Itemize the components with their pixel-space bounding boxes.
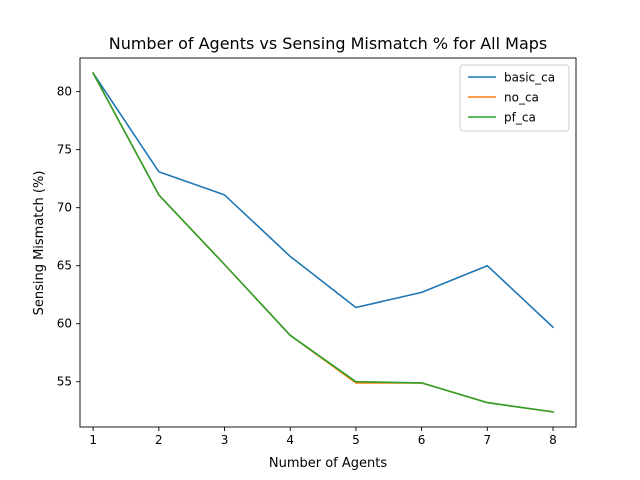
legend-label-no_ca: no_ca [504,91,539,105]
plot-frame [79,57,577,428]
y-axis-label: Sensing Mismatch (%) [32,171,47,316]
legend-label-basic_ca: basic_ca [504,71,555,85]
legend-box [459,64,570,132]
y-tick-label: 75 [57,143,72,157]
x-tick-label: 4 [286,433,294,447]
y-tick-label: 55 [57,375,72,389]
x-tick-label: 5 [352,433,360,447]
series-line-pf_ca [92,72,554,413]
chart-title: Number of Agents vs Sensing Mismatch % f… [109,34,548,53]
y-tick-label: 80 [57,85,72,99]
y-tick-label: 70 [57,201,72,215]
x-tick-label: 1 [89,433,97,447]
legend: basic_ca no_ca pf_ca [459,64,570,132]
x-tick-label: 6 [418,433,426,447]
x-axis-label: Number of Agents [269,456,387,471]
y-tick-label: 60 [57,317,72,331]
plot-area: 1 2 3 4 5 6 7 8 55 60 65 70 75 80 [57,57,577,447]
x-tick-label: 8 [549,433,557,447]
legend-label-pf_ca: pf_ca [504,111,536,125]
y-tick-label: 65 [57,259,72,273]
series-line-basic_ca [91,71,555,329]
x-tick-label: 3 [221,433,229,447]
x-tick-label: 7 [483,433,491,447]
x-tick-label: 2 [155,433,163,447]
